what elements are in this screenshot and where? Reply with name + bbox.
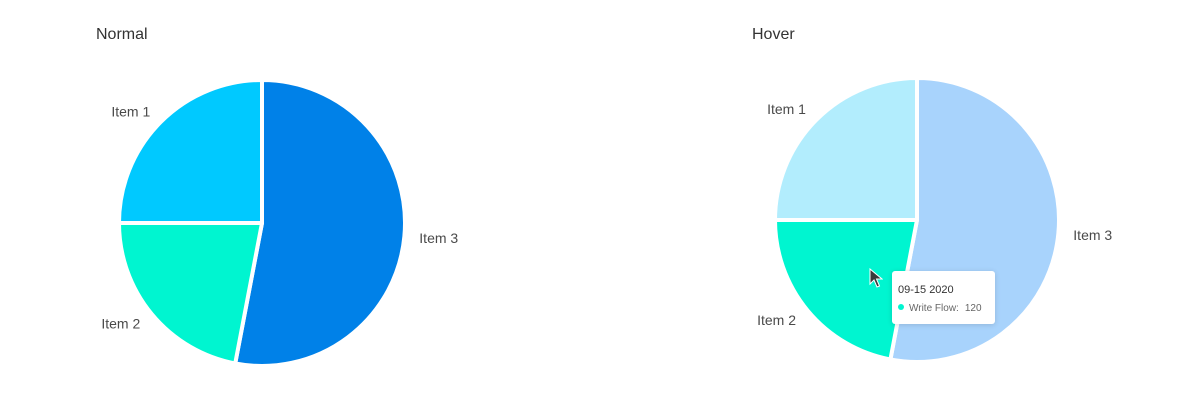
slice-label-item-1: Item 1: [767, 101, 806, 117]
tooltip-row: Write Flow: 120: [898, 303, 982, 314]
hover-chart-panel: Hover Item 3 Item 2 Item 1: [600, 0, 1200, 400]
normal-pie-chart: Item 3 Item 2 Item 1: [101, 78, 458, 368]
slice-label-item-3: Item 3: [419, 230, 458, 246]
tooltip-date: 09-15 2020: [898, 284, 954, 296]
tooltip-series-dot: [898, 304, 904, 310]
tooltip-series-label: Write Flow:: [909, 303, 959, 314]
slice-label-item-2: Item 2: [757, 312, 796, 328]
pie-slice-item-1[interactable]: [117, 78, 264, 225]
slice-label-item-3: Item 3: [1073, 227, 1112, 243]
pie-slice-item-1[interactable]: [773, 76, 919, 222]
slice-label-item-1: Item 1: [111, 103, 150, 119]
hover-pie-chart: Item 3 Item 2 Item 1: [757, 76, 1112, 364]
slice-label-item-2: Item 2: [101, 316, 140, 332]
pie-slice-item-2[interactable]: [773, 218, 919, 362]
chart-tooltip: 09-15 2020 Write Flow: 120: [892, 271, 995, 324]
normal-chart-title: Normal: [96, 26, 148, 43]
normal-chart-panel: Normal Item 3 Item 2 Item 1: [96, 26, 458, 368]
mouse-pointer-icon: [869, 268, 883, 288]
pie-slice-item-3[interactable]: [233, 78, 407, 368]
hover-chart-title: Hover: [752, 26, 795, 43]
tooltip-series-value: 120: [964, 303, 982, 314]
pie-slice-item-2[interactable]: [117, 221, 264, 366]
